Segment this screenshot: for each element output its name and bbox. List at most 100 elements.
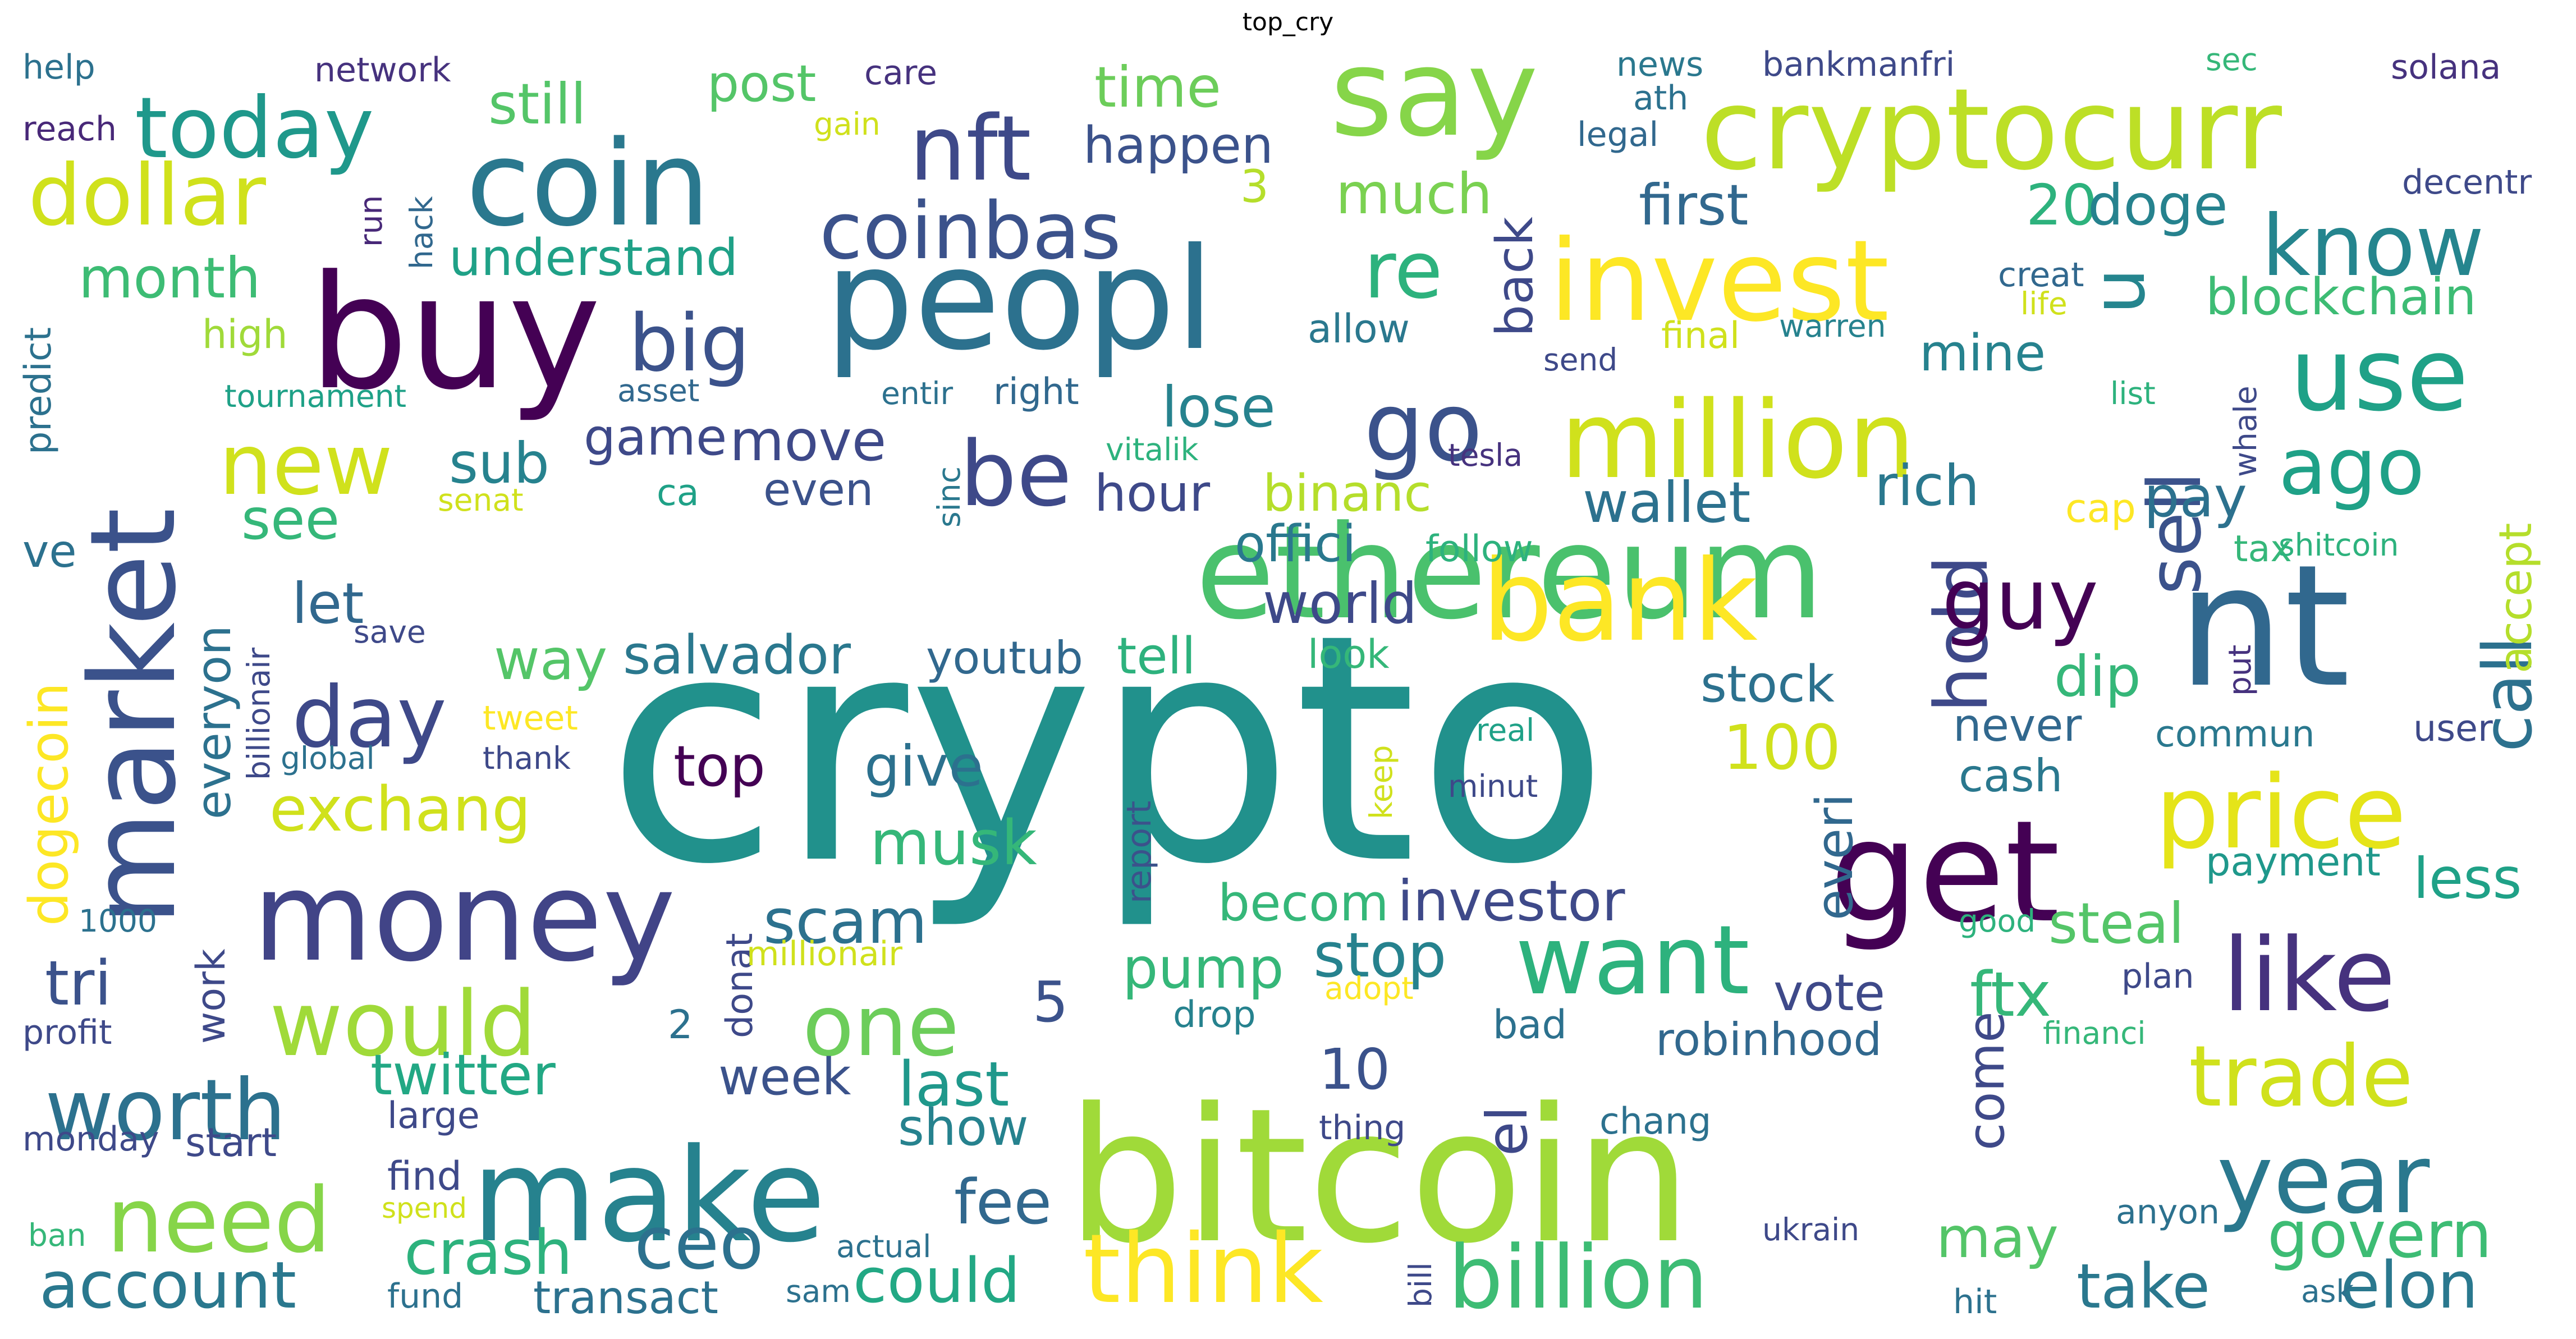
word-dogecoin: dogecoin <box>19 682 80 926</box>
word-plan: plan <box>2121 957 2194 996</box>
word-offici: offici <box>1235 515 1356 574</box>
word-work: work <box>188 948 234 1044</box>
word-understand: understand <box>449 228 738 287</box>
word-save: save <box>354 614 426 650</box>
word-rich: rich <box>1874 453 1979 519</box>
word-blockchain: blockchain <box>2206 268 2477 327</box>
word-investor: investor <box>1397 868 1625 934</box>
word-think: think <box>1083 1214 1323 1325</box>
word-asset: asset <box>617 373 699 409</box>
word-everi: everi <box>1805 794 1864 920</box>
word-spend: spend <box>382 1192 467 1225</box>
word-ca: ca <box>657 472 699 514</box>
word-vitalik: vitalik <box>1106 432 1199 467</box>
word-coinbas: coinbas <box>819 186 1121 277</box>
word-drop: drop <box>1173 994 1256 1036</box>
word-stop: stop <box>1313 919 1447 991</box>
word-send: send <box>1543 342 1617 378</box>
word-price: price <box>2155 754 2407 872</box>
word-twitter: twitter <box>370 1042 556 1108</box>
word-could: could <box>853 1245 1020 1317</box>
word-crash: crash <box>404 1217 572 1288</box>
word-thank: thank <box>483 740 571 776</box>
word-steal: steal <box>2048 891 2184 956</box>
word-wallet: wallet <box>1583 470 1750 535</box>
word-know: know <box>2262 198 2484 295</box>
word-sec: sec <box>2206 42 2258 77</box>
word-transact: transact <box>533 1272 718 1324</box>
word-profit: profit <box>22 1013 112 1052</box>
word-u: u <box>2076 268 2161 314</box>
word-tournament: tournament <box>224 378 406 414</box>
word-dollar: dollar <box>28 147 266 245</box>
word-million: million <box>1560 378 1915 502</box>
word-world: world <box>1263 571 1417 636</box>
word-billionair: billionair <box>241 647 277 780</box>
word-senat: senat <box>438 482 524 518</box>
word-fund: fund <box>387 1277 463 1316</box>
word-bankmanfri: bankmanfri <box>1762 45 1955 84</box>
word-millionair: millionair <box>746 934 902 974</box>
word-post: post <box>707 54 816 113</box>
word-adopt: adopt <box>1324 970 1414 1006</box>
word-govern: govern <box>2267 1198 2492 1273</box>
word-shitcoin: shitcoin <box>2279 527 2399 563</box>
word-find: find <box>387 1153 462 1199</box>
word-donat: donat <box>719 933 761 1038</box>
word-2: 2 <box>668 1002 693 1048</box>
word-1000: 1000 <box>79 903 157 939</box>
word-reach: reach <box>22 109 117 149</box>
word-sam: sam <box>786 1273 851 1309</box>
word-make: make <box>471 1121 826 1271</box>
word-let: let <box>292 571 364 636</box>
word-go: go <box>1364 372 1483 483</box>
word-solana: solana <box>2391 48 2501 87</box>
word-large: large <box>387 1095 480 1137</box>
word-hold: hold <box>1919 555 2004 713</box>
word-anyon: anyon <box>2116 1193 2220 1232</box>
word-tweet: tweet <box>483 699 578 738</box>
word-tesla: tesla <box>1448 437 1523 473</box>
word-sub: sub <box>449 430 549 496</box>
word-much: much <box>1336 161 1492 227</box>
word-legal: legal <box>1577 115 1658 154</box>
word-list: list <box>2110 375 2156 411</box>
word-scam: scam <box>763 886 927 957</box>
word-20: 20 <box>2026 172 2097 238</box>
word-take: take <box>2077 1250 2210 1322</box>
word-cash: cash <box>1959 750 2062 802</box>
word-ago: ago <box>2279 421 2424 513</box>
word-call: call <box>2469 636 2547 752</box>
word-warren: warren <box>1779 308 1886 344</box>
word-nft: nft <box>909 96 1032 201</box>
word-dip: dip <box>2054 644 2141 709</box>
word-back: back <box>1486 217 1544 337</box>
word-cryptocurr: cryptocurr <box>1700 65 2282 195</box>
word-accept: accept <box>2490 523 2542 673</box>
word-give: give <box>864 733 983 799</box>
word-may: may <box>1936 1205 2059 1271</box>
word-last: last <box>898 1048 1009 1120</box>
word-10: 10 <box>1319 1037 1390 1102</box>
word-elon: elon <box>2340 1248 2478 1323</box>
word-vote: vote <box>1773 964 1885 1022</box>
word-sell: sell <box>2132 471 2217 595</box>
word-use: use <box>2290 317 2469 434</box>
word-bad: bad <box>1493 1002 1567 1048</box>
word-allow: allow <box>1308 306 1410 352</box>
word-exchang: exchang <box>269 773 531 845</box>
word-fee: fee <box>954 1166 1052 1238</box>
word-be: be <box>960 421 1072 526</box>
word-guy: guy <box>1942 551 2098 649</box>
word-youtub: youtub <box>926 632 1083 684</box>
word-news: news <box>1616 45 1703 84</box>
word-hit: hit <box>1953 1282 1997 1322</box>
word-report: report <box>1120 801 1159 904</box>
word-ukrain: ukrain <box>1762 1212 1859 1248</box>
word-right: right <box>993 371 1079 413</box>
word-5: 5 <box>1033 969 1069 1035</box>
word-cap: cap <box>2065 485 2136 531</box>
word-billion: billion <box>1448 1227 1708 1328</box>
word-lose: lose <box>1162 374 1276 440</box>
